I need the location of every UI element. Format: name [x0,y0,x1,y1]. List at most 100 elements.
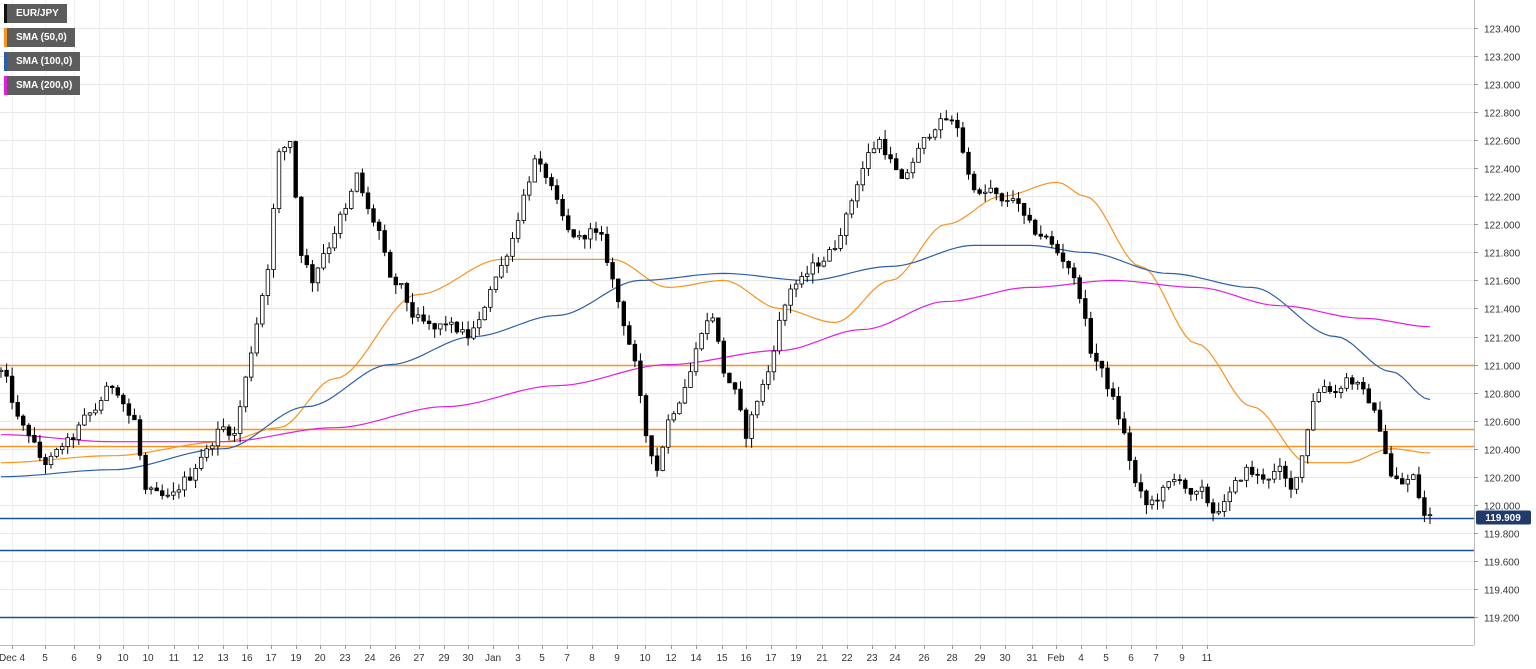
candle-body [1060,252,1066,262]
legend: EUR/JPY SMA (50,0) SMA (100,0) SMA (200,… [4,4,81,100]
candle-body [121,394,126,405]
candle-body [1027,214,1032,221]
x-tick-label: 13 [217,653,229,664]
candle-body [721,340,726,374]
candle-body [988,187,993,193]
candle-body [515,220,521,239]
candle-body [1405,479,1410,485]
legend-label: SMA (50,0) [16,32,67,43]
candle-body [632,343,638,362]
y-tick-label: 121.400 [1484,305,1521,316]
candle-body [877,138,882,150]
x-tick-label: 5 [42,653,48,664]
candle-body [1188,487,1194,495]
legend-swatch [4,28,7,47]
candle-body [710,317,715,322]
candle-body [1422,497,1427,516]
y-tick-label: 121.200 [1484,334,1521,345]
candle-body [115,387,120,396]
candle-body [360,172,365,194]
legend-swatch [4,52,7,71]
candle-body [666,419,671,448]
x-tick-label: 9 [96,653,102,664]
x-tick-label: 30 [999,653,1011,664]
candle-body [1294,476,1299,490]
sma-50-line [1,181,1431,464]
candle-body [799,276,804,285]
candle-body [1016,198,1021,204]
candle-body [1071,267,1077,279]
candle-body [705,320,710,334]
candle-body [48,455,54,465]
candle-body [1183,479,1188,489]
candle-body [504,255,510,266]
candle-body [871,148,877,154]
candle-body [159,490,165,496]
legend-item-sma200: SMA (200,0) [4,76,81,95]
candle-body [471,327,476,339]
x-tick-label: 11 [169,653,180,664]
x-tick-label: 16 [740,653,752,664]
candle-body [304,255,309,266]
candle-body [1338,387,1344,393]
candle-body [1116,395,1121,420]
candle-body [760,383,765,402]
candle-body [1205,486,1210,504]
sma-200-line [1,279,1431,443]
candle-body [349,190,354,209]
candle-body [1344,377,1349,389]
candle-body [243,376,248,408]
candle-body [198,456,204,469]
x-tick-label: 19 [790,653,802,664]
candle-body [604,233,610,263]
candle-body [510,237,515,257]
candle-body [1361,381,1366,390]
x-tick-label: 5 [539,653,545,664]
candle-body [293,141,298,198]
y-tick-label: 123.000 [1484,81,1521,92]
candle-body [727,372,732,384]
candle-body [1283,465,1288,479]
legend-swatch [4,76,7,95]
candle-body [588,228,593,240]
y-tick-label: 120.400 [1484,446,1521,457]
candle-body [1216,511,1221,514]
candle-body [866,152,871,169]
candle-body [521,194,526,221]
candle-body [248,352,254,378]
candle-body [1333,390,1338,393]
candle-body [410,302,415,318]
y-tick-label: 119.600 [1484,558,1520,569]
y-tick-label: 120.800 [1484,390,1521,401]
candle-body [1322,386,1327,393]
candle-body [1272,470,1277,480]
candle-body [460,329,465,333]
candle-body [326,247,332,254]
candle-body [593,228,599,233]
y-tick-label: 120.600 [1484,418,1521,429]
candle-body [449,321,454,325]
x-tick-label: 11 [1202,653,1213,664]
candle-body [821,260,827,267]
x-tick-label: 22 [841,653,853,664]
x-tick-label: 24 [889,653,901,664]
candle-body [1261,474,1266,480]
candle-body [271,208,276,271]
candle-body [1427,514,1433,517]
candle-body [682,386,688,404]
candle-body [932,129,938,138]
candle-body [1088,317,1093,354]
x-tick-label: 17 [265,653,277,664]
legend-label: SMA (100,0) [16,56,73,67]
candle-body [465,329,471,339]
candle-body [1077,277,1082,300]
candle-body [977,189,982,194]
candle-body [343,207,348,215]
candle-body [766,371,771,385]
candle-body [54,449,59,457]
candle-body [793,283,799,290]
candle-body [1222,501,1227,512]
candle-body [560,198,565,217]
candle-body [71,437,76,441]
candle-body [1383,430,1388,455]
